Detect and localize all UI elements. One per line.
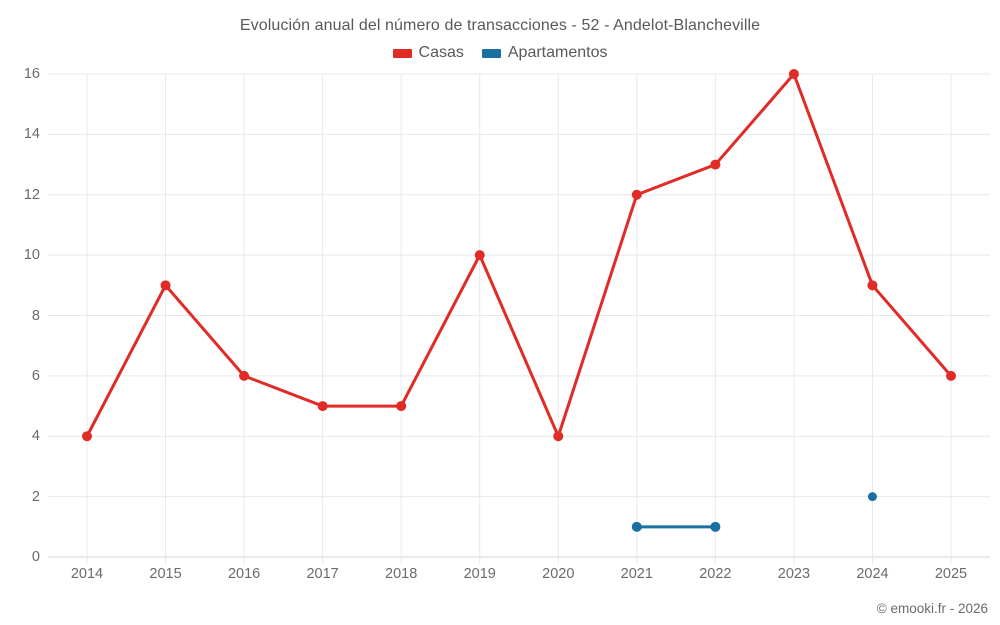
legend-swatch-apartamentos (481, 48, 501, 58)
x-tick-label: 2023 (777, 566, 811, 582)
x-tick-label: 2018 (385, 566, 418, 582)
chart-title: Evolución anual del número de transaccio… (239, 17, 761, 34)
y-tick-label: 8 (31, 307, 40, 324)
data-point[interactable] (317, 401, 328, 412)
legend-item-casas[interactable]: Casas (392, 44, 464, 61)
data-point[interactable] (710, 159, 721, 170)
y-tick-label: 2 (31, 488, 40, 505)
legend-label-casas: Casas (418, 44, 464, 61)
x-tick-label: 2017 (306, 566, 339, 582)
y-tick-label: 16 (23, 66, 40, 82)
data-point[interactable] (553, 431, 564, 442)
x-tick-label: 2019 (463, 566, 496, 582)
x-tick-label: 2015 (149, 566, 182, 582)
legend-label-apartamentos: Apartamentos (507, 44, 608, 61)
x-tick-label: 2014 (70, 566, 104, 582)
copyright-footer: © emooki.fr - 2026 (876, 601, 988, 616)
data-point[interactable] (160, 280, 171, 291)
data-point[interactable] (239, 370, 250, 381)
y-tick-label: 10 (23, 247, 40, 264)
y-tick-label: 6 (31, 367, 40, 384)
chart-legend: Casas Apartamentos (0, 45, 1000, 61)
data-point[interactable] (710, 521, 721, 532)
data-point[interactable] (631, 521, 642, 532)
chart-gridlines (48, 73, 990, 564)
data-point[interactable] (474, 250, 485, 261)
x-tick-label: 2021 (620, 566, 653, 582)
x-tick-label: 2016 (227, 566, 261, 582)
chart-series-layer (82, 69, 956, 532)
data-point[interactable] (946, 370, 956, 381)
data-point[interactable] (867, 280, 878, 291)
series-line-casas (85, 72, 953, 438)
x-tick-label: 2024 (856, 566, 889, 582)
y-tick-label: 12 (23, 186, 40, 203)
x-tick-label: 2025 (934, 566, 968, 582)
data-point[interactable] (867, 492, 877, 502)
legend-swatch-casas (392, 48, 412, 58)
x-tick-label: 2020 (542, 566, 575, 582)
data-point[interactable] (396, 401, 407, 412)
legend-item-apartamentos[interactable]: Apartamentos (481, 44, 608, 61)
y-tick-label: 0 (31, 549, 40, 565)
data-point[interactable] (631, 189, 642, 200)
data-point[interactable] (82, 431, 92, 442)
y-tick-label: 4 (31, 428, 40, 445)
x-tick-label: 2022 (699, 566, 732, 582)
data-point[interactable] (788, 69, 799, 79)
y-tick-label: 14 (23, 126, 40, 143)
